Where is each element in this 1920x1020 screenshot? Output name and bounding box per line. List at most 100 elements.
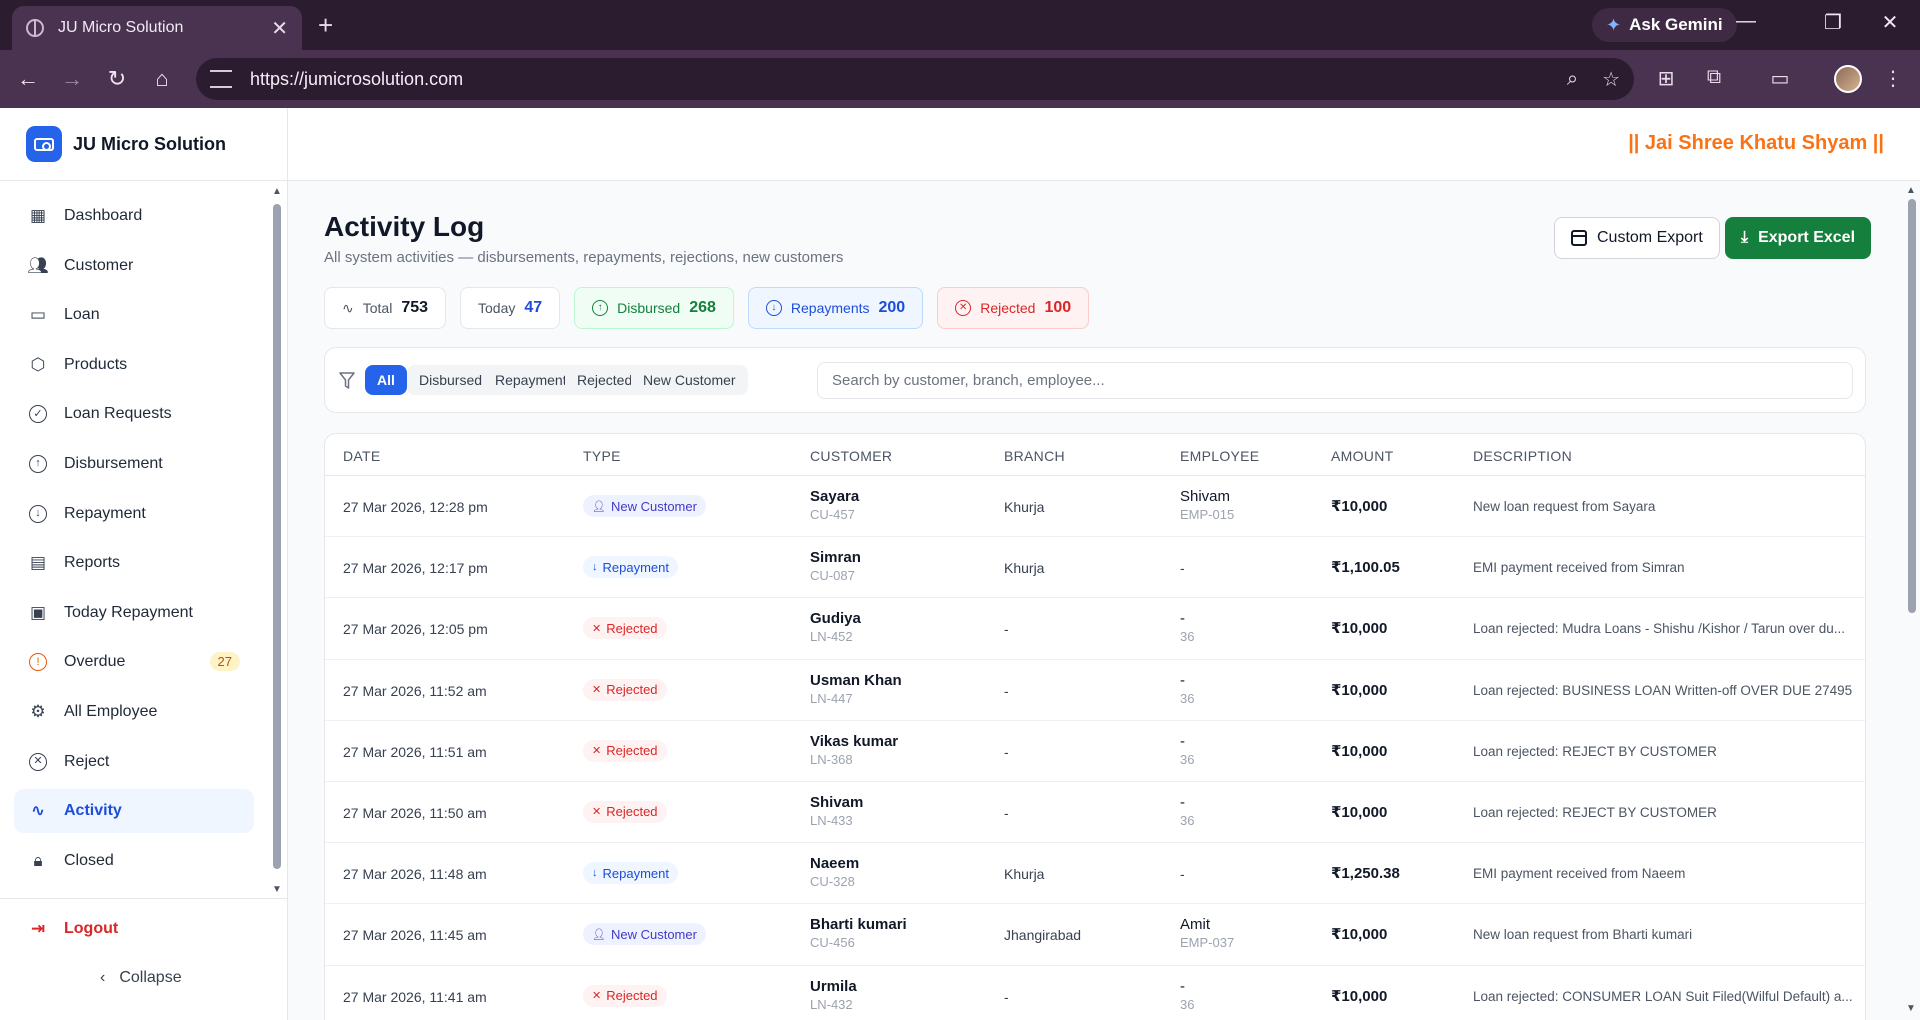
profile-avatar[interactable] [1834,65,1862,93]
cell-amount: ₹10,000 [1331,742,1388,760]
header-customer[interactable]: CUSTOMER [810,448,893,464]
sidebar-item-customer[interactable]: 👥︎ Customer [14,244,254,288]
motto-text: || Jai Shree Khatu Shyam || [1628,132,1884,154]
cell-employee: Amit EMP-037 [1180,916,1234,950]
tab-search-icon[interactable]: ▭ [1770,68,1790,90]
sidebar: JU Micro Solution ▦ Dashboard 👥︎ Customer ▭ L… [0,108,288,1020]
employee-id: 36 [1180,812,1195,828]
sidebar-item-activity[interactable]: ∿ Activity [14,789,254,834]
restore-icon[interactable]: ❐ [1824,12,1842,34]
header-date[interactable]: DATE [343,448,381,464]
sidebar-scroll-thumb[interactable] [273,204,281,869]
cell-description: Loan rejected: REJECT BY CUSTOMER [1473,743,1717,759]
table-row[interactable]: 27 Mar 2026, 11:51 am ✕ Rejected Vikas kuma… [325,721,1865,782]
table-row[interactable]: 27 Mar 2026, 11:50 am ✕ Rejected Shivam LN-4… [325,782,1865,844]
sidebar-item-repayment[interactable]: ↓ Repayment [14,492,254,536]
sidebar-item-label: Customer [64,256,134,274]
type-label: Rejected [606,988,658,1003]
header-description[interactable]: DESCRIPTION [1473,448,1572,464]
menu-dots-icon[interactable]: ⋮ [1883,68,1903,90]
stat-repayments: ↓ Repayments 200 [747,287,924,329]
header-branch[interactable]: BRANCH [1004,448,1065,464]
new-tab-button[interactable]: + [318,10,334,40]
address-bar[interactable]: https://jumicrosolution.com ⌕ ☆ [196,58,1634,100]
filter-chip-all[interactable]: All [365,365,407,395]
stat-disbursed-value: 268 [689,299,716,316]
cell-amount: ₹10,000 [1331,987,1388,1005]
sidebar-item-products[interactable]: ⬡ Products [14,343,254,387]
table-row[interactable]: 27 Mar 2026, 12:05 pm ✕ Rejected Gudiya LN-4… [325,598,1865,660]
logout-button[interactable]: ⇥ Logout [28,919,118,939]
table-row[interactable]: 27 Mar 2026, 12:17 pm ↓ Repayment Simran CU-… [325,537,1865,599]
zoom-icon[interactable]: ⌕ [1566,67,1579,90]
custom-export-button[interactable]: Custom Export [1554,217,1720,259]
cell-branch: Khurja [1004,560,1045,577]
sidebar-scrollbar[interactable]: ▲ ▼ [272,186,282,896]
table-row[interactable]: 27 Mar 2026, 11:41 am ✕ Rejected Urmila LN-4… [325,966,1865,1020]
filter-chip-rejected[interactable]: Rejected [565,365,645,395]
header-type[interactable]: TYPE [583,448,621,464]
sidebar-item-disbursement[interactable]: ↑ Disbursement [14,442,254,486]
cell-description: New loan request from Sayara [1473,499,1656,514]
back-icon[interactable]: ← [17,66,39,91]
type-label: Rejected [606,743,658,759]
main-scrollbar[interactable]: ▲ ▼ [1906,185,1918,1020]
header-employee[interactable]: EMPLOYEE [1180,448,1260,464]
page-subtitle: All system activities — disbursements, r… [324,249,844,266]
sidebar-item-dashboard[interactable]: ▦ Dashboard [14,194,254,238]
sidebar-item-closed[interactable]: 🔒︎ Closed [14,839,254,883]
sidebar-item-all-employee[interactable]: ⚙ All Employee [14,690,254,734]
search-input[interactable] [817,362,1853,399]
close-window-icon[interactable]: ✕ [1881,12,1899,34]
ask-gemini-button[interactable]: ✦ Ask Gemini [1592,8,1737,42]
bookmark-star-icon[interactable]: ☆ [1602,68,1620,91]
cell-amount: ₹10,000 [1331,681,1388,699]
employee-name: Amit [1180,916,1210,934]
table-row[interactable]: 27 Mar 2026, 11:48 am ↓ Repayment Naeem CU-3… [325,843,1865,905]
type-label: Rejected [606,682,658,698]
close-tab-icon[interactable]: ✕ [271,17,288,40]
reload-icon[interactable]: ↻ [107,66,127,91]
cell-branch: - [1004,682,1009,699]
sidebar-item-loan-requests[interactable]: ✓ Loan Requests [14,392,254,436]
scroll-up-icon[interactable]: ▲ [272,186,282,197]
forward-icon[interactable]: → [61,66,83,91]
browser-tab[interactable]: JU Micro Solution ✕ [12,6,302,50]
cell-date: 27 Mar 2026, 12:17 pm [343,560,488,577]
main-scroll-up-icon[interactable]: ▲ [1906,185,1916,196]
scroll-down-icon[interactable]: ▼ [272,884,282,895]
cell-description: Loan rejected: Mudra Loans - Shishu /Kis… [1473,621,1845,637]
minimize-icon[interactable]: — [1736,10,1756,32]
table-row[interactable]: 27 Mar 2026, 12:28 pm 👤︎ New Customer Sayar… [325,476,1865,538]
filter-chip-new-customer[interactable]: New Customer [631,365,748,395]
calendar-icon: ▣ [29,602,47,622]
cell-employee: -36 [1180,672,1194,706]
home-icon[interactable]: ⌂ [155,66,169,91]
cell-branch: Jhangirabad [1004,927,1082,944]
customer-id: CU-087 [810,568,855,584]
table-row[interactable]: 27 Mar 2026, 11:45 am 👤︎ New Customer Bhart… [325,904,1865,966]
main-scroll-down-icon[interactable]: ▼ [1906,1003,1916,1014]
collapse-button[interactable]: ‹ Collapse [100,969,182,987]
filter-chip-repayment[interactable]: Repayment [483,365,579,395]
sidebar-item-reports[interactable]: ▤ Reports [14,541,254,585]
export-excel-button[interactable]: ⤓ Export Excel [1725,217,1872,259]
user-cog-icon: ⚙ [30,701,46,721]
brand[interactable]: JU Micro Solution [0,108,287,181]
header-amount[interactable]: AMOUNT [1331,448,1394,464]
table-row[interactable]: 27 Mar 2026, 11:52 am ✕ Rejected Usman Khan… [325,660,1865,721]
translate-icon[interactable]: ⊞ [1657,68,1675,90]
sidebar-item-label: Closed [64,851,114,869]
sidebar-item-reject[interactable]: ✕ Reject [14,740,254,784]
sidebar-item-loan[interactable]: ▭ Loan [14,293,254,337]
page-title: Activity Log [324,211,485,242]
filter-chip-disbursed[interactable]: Disbursed [407,365,495,395]
extensions-icon[interactable]: ⧉ [1706,66,1722,88]
cell-customer: Urmila LN-432 [810,978,857,1012]
customer-name: Naeem [810,855,860,873]
sidebar-item-overdue[interactable]: ! Overdue 27 [14,640,254,684]
main-scroll-thumb[interactable] [1908,199,1916,613]
site-info-icon[interactable] [210,70,232,88]
customer-name: Usman Khan [810,671,902,689]
sidebar-item-today-repayment[interactable]: ▣ Today Repayment [14,591,254,635]
